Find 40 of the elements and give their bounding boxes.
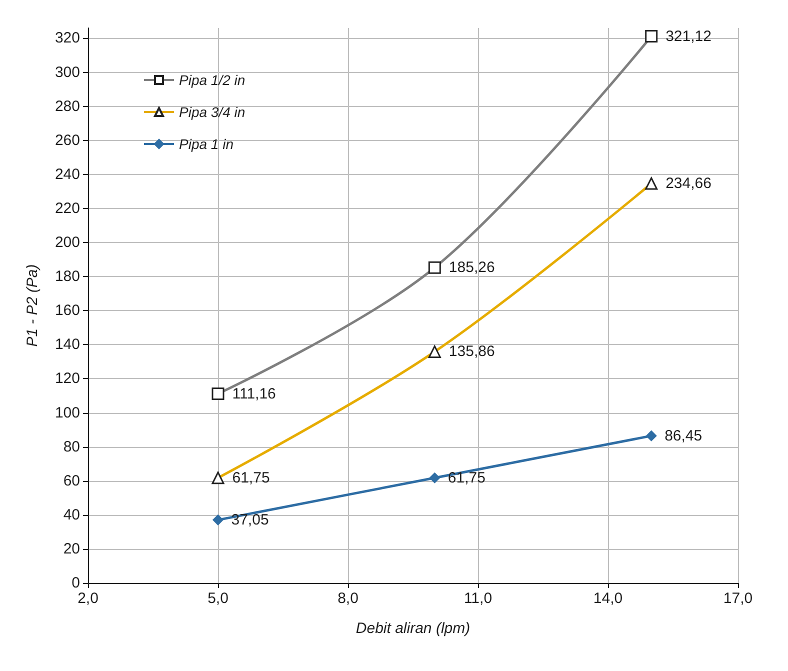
- data-label: 234,66: [666, 175, 712, 192]
- x-tick-label: 11,0: [464, 590, 492, 607]
- x-tick-label: 5,0: [208, 590, 228, 607]
- x-tick-label: 2,0: [78, 590, 98, 607]
- legend-label: Pipa 1 in: [179, 136, 234, 152]
- y-tick-label: 320: [54, 30, 80, 47]
- data-label: 135,86: [448, 343, 495, 360]
- y-tick-label: 40: [63, 506, 80, 524]
- y-tick-label: 300: [54, 64, 80, 81]
- data-label: 86,45: [664, 427, 702, 444]
- y-tick-label: 240: [54, 166, 80, 183]
- x-tick-label: 14,0: [593, 590, 623, 607]
- y-tick-label: 140: [54, 336, 80, 354]
- y-tick-label: 260: [54, 132, 80, 149]
- data-label: 111,16: [232, 385, 276, 402]
- data-label: 61,75: [448, 469, 486, 486]
- data-label: 321,12: [666, 28, 712, 45]
- legend-label: Pipa 1/2 in: [179, 72, 246, 88]
- x-tick-label: 8,0: [338, 590, 358, 607]
- y-tick-label: 200: [54, 234, 80, 252]
- y-tick-label: 20: [63, 540, 80, 558]
- legend-label: Pipa 3/4 in: [179, 104, 246, 120]
- x-tick-label: 17,0: [723, 590, 753, 607]
- y-axis-title: P1 - P2 (Pa): [24, 264, 41, 347]
- data-label: 61,75: [232, 469, 270, 486]
- y-tick-label: 120: [54, 370, 80, 388]
- data-label: 185,26: [448, 259, 495, 276]
- point: [429, 472, 440, 484]
- y-tick-label: 280: [54, 98, 80, 115]
- x-axis-title: Debit aliran (lpm): [356, 620, 470, 637]
- y-tick-label: 60: [63, 472, 80, 490]
- y-tick-label: 0: [72, 574, 80, 592]
- point: [212, 514, 224, 526]
- y-tick-label: 100: [54, 404, 80, 422]
- point: [646, 430, 657, 442]
- data-label: 37,05: [231, 511, 269, 528]
- y-tick-label: 80: [63, 438, 80, 456]
- y-tick-label: 220: [54, 200, 80, 217]
- y-tick-label: 180: [54, 268, 80, 286]
- y-tick-label: 160: [54, 302, 80, 320]
